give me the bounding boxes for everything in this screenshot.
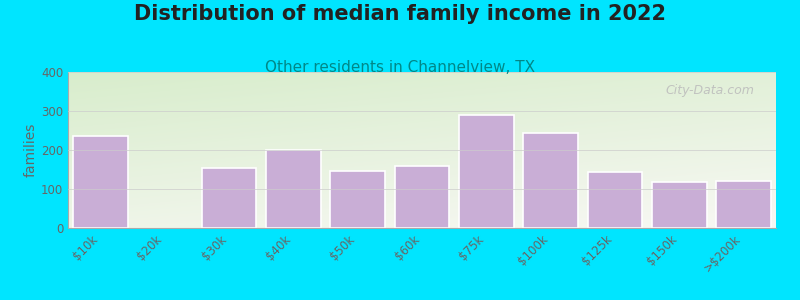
- Text: Distribution of median family income in 2022: Distribution of median family income in …: [134, 4, 666, 25]
- Text: Other residents in Channelview, TX: Other residents in Channelview, TX: [265, 60, 535, 75]
- Bar: [523, 133, 578, 228]
- Bar: [652, 182, 707, 228]
- Bar: [73, 136, 127, 228]
- Bar: [330, 171, 385, 228]
- Bar: [394, 166, 450, 228]
- Bar: [202, 167, 256, 228]
- Bar: [266, 150, 321, 228]
- Bar: [588, 172, 642, 228]
- Text: City-Data.com: City-Data.com: [666, 85, 754, 98]
- Bar: [459, 115, 514, 228]
- Bar: [717, 181, 771, 228]
- Y-axis label: families: families: [24, 123, 38, 177]
